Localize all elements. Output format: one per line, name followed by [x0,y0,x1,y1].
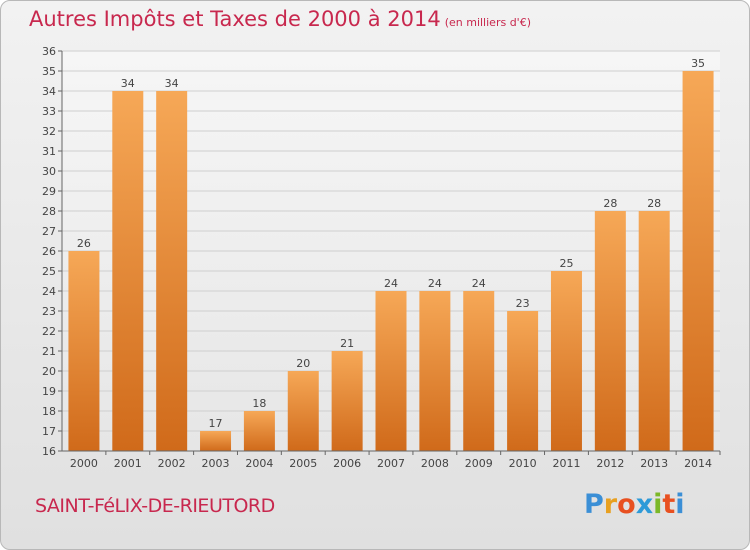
bar [68,251,100,451]
logo-letter: o [617,489,636,520]
bar [507,311,539,451]
y-tick-labels: 16 17 18 19 20 21 22 23 24 25 26 27 28 29 30 31 32 33 34 35… [42,45,62,458]
y-tick-label: 17 [42,425,56,438]
y-tick-label: 32 [42,125,56,138]
y-tick-label: 29 [42,185,56,198]
logo-letter: i [675,489,685,520]
x-tick-label: 2004 [245,457,273,470]
data-label: 21 [340,337,354,350]
y-tick-label: 19 [42,385,56,398]
bar [287,371,319,451]
x-tick-label: 2009 [465,457,493,470]
bar [463,291,495,451]
bar [243,411,275,451]
y-tick-label: 30 [42,165,56,178]
x-tick-label: 2000 [70,457,98,470]
bar [331,351,363,451]
bar [419,291,451,451]
data-label: 20 [296,357,310,370]
data-label: 25 [559,257,573,270]
data-label: 34 [165,77,179,90]
proxiti-logo: Proxiti [584,489,685,520]
data-label: 23 [516,297,530,310]
data-label: 24 [472,277,486,290]
x-tick-label: 2002 [158,457,186,470]
logo-letter: i [653,489,663,520]
data-labels: 26 34 34 17 18 20 21 24 24 24 23 25 28 28 35 [77,57,705,430]
y-tick-label: 33 [42,105,56,118]
y-tick-label: 35 [42,65,56,78]
data-label: 28 [647,197,661,210]
data-label: 26 [77,237,91,250]
x-tick-label: 2007 [377,457,405,470]
bar [638,211,670,451]
data-label: 34 [121,77,135,90]
x-tick-label: 2005 [289,457,317,470]
y-tick-label: 18 [42,405,56,418]
logo-letter: t [662,489,676,520]
y-tick-label: 25 [42,265,56,278]
bar [112,91,144,451]
y-tick-label: 16 [42,445,56,458]
y-tick-label: 21 [42,345,56,358]
x-tick-labels: 2000 2001 2002 2003 2004 2005 2006 2007 2008 2009… [70,451,721,470]
data-label: 35 [691,57,705,70]
x-tick-label: 2012 [596,457,624,470]
y-tick-label: 23 [42,305,56,318]
x-tick-label: 2001 [114,457,142,470]
y-tick-label: 22 [42,325,56,338]
y-tick-label: 24 [42,285,56,298]
logo-letter: x [635,489,654,520]
y-tick-label: 28 [42,205,56,218]
data-label: 17 [209,417,223,430]
bar [156,91,188,451]
data-label: 28 [603,197,617,210]
x-tick-label: 2006 [333,457,361,470]
data-label: 24 [428,277,442,290]
y-tick-label: 20 [42,365,56,378]
bar [594,211,626,451]
data-label: 24 [384,277,398,290]
bars-group [68,71,714,451]
data-label: 18 [252,397,266,410]
y-tick-label: 31 [42,145,56,158]
chart-subtitle: (en milliers d'€) [444,16,531,29]
x-tick-label: 2008 [421,457,449,470]
bar [550,271,582,451]
commune-name: SAINT-FéLIX-DE-RIEUTORD [35,495,275,517]
bar [375,291,407,451]
logo-letter: P [584,489,604,520]
chart-title-text: Autres Impôts et Taxes de 2000 à 2014 [29,7,441,31]
bar [682,71,714,451]
logo-letter: r [603,489,618,520]
x-tick-label: 2003 [202,457,230,470]
chart-title: Autres Impôts et Taxes de 2000 à 2014 (en… [29,7,531,31]
y-tick-label: 34 [42,85,56,98]
x-tick-label: 2011 [552,457,580,470]
x-tick-label: 2010 [509,457,537,470]
y-tick-label: 27 [42,225,56,238]
x-tick-label: 2014 [684,457,712,470]
y-tick-label: 26 [42,245,56,258]
bar [200,431,232,451]
x-tick-label: 2013 [640,457,668,470]
y-tick-label: 36 [42,45,56,58]
